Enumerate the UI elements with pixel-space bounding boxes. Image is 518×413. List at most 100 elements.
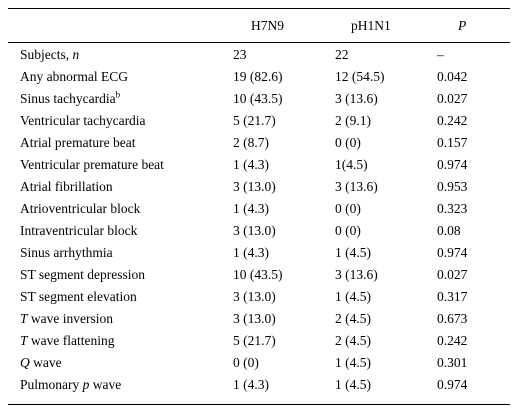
cell-h7n9: 19 (82.6) xyxy=(233,69,283,84)
cell-ph1n1: 2 (9.1) xyxy=(335,113,371,128)
cell-h7n9: 1 (4.3) xyxy=(233,201,269,216)
table-row: Atrial fibrillation 3 (13.0) 3 (13.6) 0.953 xyxy=(8,176,510,198)
cell-h7n9: 1 (4.3) xyxy=(233,245,269,260)
cell-h7n9: 5 (21.7) xyxy=(233,113,276,128)
row-label-suffix: wave xyxy=(89,377,122,392)
cell-p-value: 0.242 xyxy=(437,113,468,128)
header-p-value: P xyxy=(458,18,467,33)
cell-p-value: 0.974 xyxy=(437,157,468,172)
row-label-text: Atrioventricular block xyxy=(20,201,141,216)
row-label: ST segment depression xyxy=(20,266,145,284)
header-ph1n1: pH1N1 xyxy=(351,18,391,33)
row-label-italic: T xyxy=(20,311,28,326)
cell-p-value: 0.953 xyxy=(437,179,468,194)
cell-ph1n1: 3 (13.6) xyxy=(335,179,378,194)
cell-p-value: 0.157 xyxy=(437,135,468,150)
table-row: Intraventricular block 3 (13.0) 0 (0) 0.08 xyxy=(8,220,510,242)
cell-p-value: 0.673 xyxy=(437,311,468,326)
cell-ph1n1: 1 (4.5) xyxy=(335,355,371,370)
table-header-row: H7N9 pH1N1 P xyxy=(8,9,510,43)
cell-p-value: 0.027 xyxy=(437,267,468,282)
row-label-text: Intraventricular block xyxy=(20,223,138,238)
table-row: Pulmonary p wave 1 (4.3) 1 (4.5) 0.974 xyxy=(8,374,510,396)
row-label-suffix: wave flattening xyxy=(27,333,115,348)
row-label: Subjects, n xyxy=(20,46,79,64)
table-row: Subjects, n 23 22 – xyxy=(8,44,510,66)
cell-h7n9: 2 (8.7) xyxy=(233,135,269,150)
cell-ph1n1: 3 (13.6) xyxy=(335,91,378,106)
cell-p-value: 0.242 xyxy=(437,333,468,348)
cell-p-value: 0.08 xyxy=(437,223,461,238)
row-label-text: Ventricular premature beat xyxy=(20,157,164,172)
cell-ph1n1: 0 (0) xyxy=(335,135,361,150)
row-label: Ventricular tachycardia xyxy=(20,112,146,130)
row-label-footnote: b xyxy=(115,89,121,100)
table-row: ST segment elevation 3 (13.0) 1 (4.5) 0.317 xyxy=(8,286,510,308)
row-label: Atrioventricular block xyxy=(20,200,140,218)
row-label-italic: n xyxy=(72,47,80,62)
cell-p-value: – xyxy=(437,47,444,62)
cell-ph1n1: 12 (54.5) xyxy=(335,69,385,84)
cell-ph1n1: 0 (0) xyxy=(335,201,361,216)
row-label: Atrial fibrillation xyxy=(20,178,113,196)
cell-ph1n1: 2 (4.5) xyxy=(335,333,371,348)
row-label: T wave inversion xyxy=(20,310,113,328)
row-label-text: Atrial fibrillation xyxy=(20,179,113,194)
cell-p-value: 0.317 xyxy=(437,289,468,304)
cell-p-value: 0.974 xyxy=(437,245,468,260)
cell-h7n9: 3 (13.0) xyxy=(233,289,276,304)
cell-ph1n1: 3 (13.6) xyxy=(335,267,378,282)
cell-h7n9: 3 (13.0) xyxy=(233,179,276,194)
cell-p-value: 0.301 xyxy=(437,355,468,370)
row-label: Sinus tachycardiab xyxy=(20,90,120,108)
cell-ph1n1: 2 (4.5) xyxy=(335,311,371,326)
table-row: Ventricular premature beat 1 (4.3) 1(4.5) 0… xyxy=(8,154,510,176)
table-row: T wave flattening 5 (21.7) 2 (4.5) 0.242 xyxy=(8,330,510,352)
row-label-italic: p xyxy=(82,377,90,392)
row-label-text: Atrial premature beat xyxy=(20,135,136,150)
cell-h7n9: 1 (4.3) xyxy=(233,157,269,172)
row-label-text: Sinus arrhythmia xyxy=(20,245,113,260)
table-row: Q wave 0 (0) 1 (4.5) 0.301 xyxy=(8,352,510,374)
table-row: Ventricular tachycardia 5 (21.7) 2 (9.1) 0.… xyxy=(8,110,510,132)
table-row: Atrial premature beat 2 (8.7) 0 (0) 0.157 xyxy=(8,132,510,154)
row-label: Intraventricular block xyxy=(20,222,137,240)
table-row: ST segment depression 10 (43.5) 3 (13.6) 0.… xyxy=(8,264,510,286)
cell-ph1n1: 1 (4.5) xyxy=(335,245,371,260)
row-label: T wave flattening xyxy=(20,332,114,350)
cell-ph1n1: 1 (4.5) xyxy=(335,289,371,304)
row-label-text: Pulmonary xyxy=(20,377,83,392)
cell-ph1n1: 1 (4.5) xyxy=(335,377,371,392)
cell-h7n9: 3 (13.0) xyxy=(233,311,276,326)
table-row: T wave inversion 3 (13.0) 2 (4.5) 0.673 xyxy=(8,308,510,330)
row-label-suffix: wave inversion xyxy=(27,311,113,326)
cell-h7n9: 23 xyxy=(233,47,247,62)
row-label-italic: Q xyxy=(20,355,30,370)
cell-h7n9: 1 (4.3) xyxy=(233,377,269,392)
row-label: Atrial premature beat xyxy=(20,134,135,152)
row-label-text: Any abnormal ECG xyxy=(20,69,128,84)
table-row: Any abnormal ECG 19 (82.6) 12 (54.5) 0.042 xyxy=(8,66,510,88)
row-label: Sinus arrhythmia xyxy=(20,244,113,262)
row-label: Any abnormal ECG xyxy=(20,68,128,86)
row-label-suffix: wave xyxy=(29,355,62,370)
cell-h7n9: 10 (43.5) xyxy=(233,267,283,282)
table-row: Atrioventricular block 1 (4.3) 0 (0) 0.323 xyxy=(8,198,510,220)
row-label-text: Subjects, xyxy=(20,47,73,62)
cell-h7n9: 3 (13.0) xyxy=(233,223,276,238)
row-label: Ventricular premature beat xyxy=(20,156,164,174)
cell-ph1n1: 1(4.5) xyxy=(335,157,368,172)
header-h7n9: H7N9 xyxy=(251,18,284,33)
cell-h7n9: 0 (0) xyxy=(233,355,259,370)
cell-p-value: 0.042 xyxy=(437,69,468,84)
row-label: Pulmonary p wave xyxy=(20,376,121,394)
cell-h7n9: 10 (43.5) xyxy=(233,91,283,106)
cell-p-value: 0.323 xyxy=(437,201,468,216)
row-label-italic: T xyxy=(20,333,28,348)
ecg-comparison-table: H7N9 pH1N1 P Subjects, n 23 22 – Any abnorma… xyxy=(8,8,510,405)
row-label-text: ST segment elevation xyxy=(20,289,137,304)
row-label: Q wave xyxy=(20,354,62,372)
cell-p-value: 0.027 xyxy=(437,91,468,106)
table-row: Sinus arrhythmia 1 (4.3) 1 (4.5) 0.974 xyxy=(8,242,510,264)
row-label-text: Ventricular tachycardia xyxy=(20,113,146,128)
